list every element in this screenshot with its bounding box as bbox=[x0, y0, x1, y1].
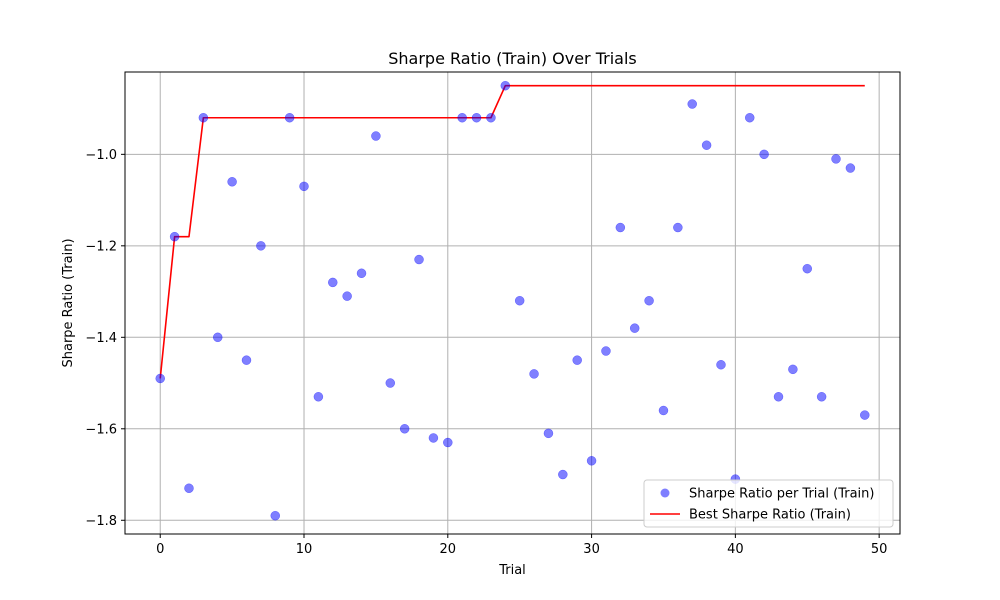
trial-point bbox=[299, 181, 309, 192]
trial-point bbox=[629, 323, 640, 333]
trial-point bbox=[860, 410, 870, 420]
trial-point bbox=[816, 392, 827, 402]
trial-point bbox=[356, 268, 367, 279]
trial-point bbox=[788, 364, 798, 375]
x-tick-label: 0 bbox=[156, 542, 164, 557]
y-tick-label: −1.4 bbox=[85, 331, 117, 346]
trial-point bbox=[428, 433, 439, 443]
x-axis-label: Trial bbox=[498, 563, 526, 578]
trial-point bbox=[184, 483, 194, 494]
trial-point bbox=[529, 369, 539, 379]
best-sharpe-line bbox=[159, 84, 865, 379]
trial-point bbox=[256, 241, 266, 251]
trial-point bbox=[313, 392, 324, 402]
legend-marker-scatter-icon bbox=[660, 488, 670, 498]
trial-point bbox=[169, 231, 180, 242]
trial-point bbox=[673, 222, 683, 233]
chart-title: Sharpe Ratio (Train) Over Trials bbox=[388, 49, 637, 68]
trial-point bbox=[845, 163, 856, 173]
trial-point bbox=[212, 332, 223, 343]
trial-point bbox=[601, 346, 611, 356]
legend: Sharpe Ratio per Trial (Train) Best Shar… bbox=[643, 479, 894, 528]
trial-point bbox=[558, 469, 568, 480]
y-tick-label: −1.2 bbox=[85, 239, 117, 254]
trial-point bbox=[155, 373, 165, 384]
trial-point bbox=[328, 277, 338, 288]
y-axis-label: Sharpe Ratio (Train) bbox=[61, 238, 76, 367]
x-tick-label: 10 bbox=[296, 542, 313, 557]
y-tick-label: −1.6 bbox=[85, 422, 117, 437]
trial-point bbox=[385, 378, 396, 388]
x-tick-label: 20 bbox=[440, 542, 457, 557]
trial-point bbox=[399, 424, 410, 434]
trial-point bbox=[227, 177, 237, 187]
trial-point bbox=[486, 112, 496, 123]
trial-point bbox=[241, 355, 252, 365]
trial-point bbox=[198, 112, 209, 123]
trial-point bbox=[658, 405, 669, 416]
trial-point bbox=[615, 222, 626, 233]
trial-point bbox=[773, 392, 784, 402]
trial-point bbox=[342, 291, 352, 301]
legend-label-line: Best Sharpe Ratio (Train) bbox=[689, 508, 851, 523]
trial-point bbox=[414, 254, 424, 265]
best-line-layer bbox=[159, 84, 865, 379]
trial-point bbox=[716, 360, 726, 370]
x-tick-label: 30 bbox=[583, 542, 600, 557]
trial-point bbox=[802, 263, 813, 274]
trial-point bbox=[543, 428, 554, 439]
plot-frame bbox=[124, 71, 901, 535]
trial-point bbox=[572, 355, 582, 365]
trial-point bbox=[514, 295, 525, 306]
legend-box bbox=[643, 479, 894, 528]
trial-point bbox=[759, 149, 769, 160]
trial-point bbox=[371, 131, 381, 141]
trial-point bbox=[457, 112, 467, 123]
x-axis-ticks: 0 10 20 30 40 50 bbox=[156, 534, 887, 557]
trial-point bbox=[270, 510, 281, 521]
trial-point bbox=[701, 140, 712, 150]
trial-point bbox=[687, 99, 697, 109]
x-tick-label: 40 bbox=[727, 542, 744, 557]
trial-point bbox=[644, 295, 654, 306]
x-tick-label: 50 bbox=[871, 542, 888, 557]
trial-point bbox=[831, 154, 841, 164]
y-tick-label: −1.8 bbox=[85, 514, 117, 529]
y-axis-ticks: −1.8 −1.6 −1.4 −1.2 −1.0 bbox=[85, 148, 125, 529]
legend-label-scatter: Sharpe Ratio per Trial (Train) bbox=[689, 487, 874, 502]
trial-point bbox=[284, 112, 295, 123]
trial-point bbox=[500, 80, 511, 91]
y-tick-label: −1.0 bbox=[85, 148, 117, 163]
trial-point bbox=[586, 456, 597, 466]
trial-point bbox=[443, 437, 453, 448]
trial-point bbox=[744, 112, 755, 123]
trial-point bbox=[471, 112, 482, 123]
